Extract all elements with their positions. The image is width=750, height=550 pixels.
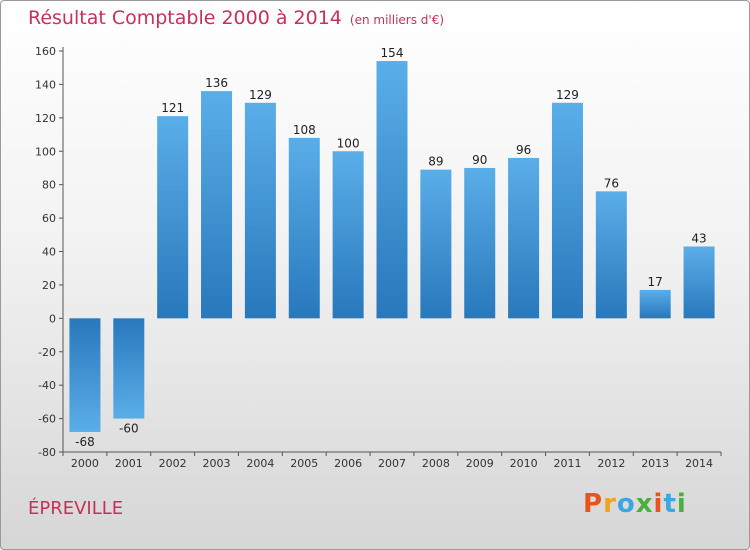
logo-letter: x (635, 489, 654, 519)
data-label-2011: 129 (556, 88, 579, 102)
logo-letter: r (603, 489, 617, 519)
bar-2008 (420, 169, 452, 319)
data-label-2008: 89 (428, 155, 443, 169)
logo-letter: t (663, 489, 677, 519)
x-tick-label: 2005 (290, 457, 318, 470)
bar-2014 (683, 246, 715, 319)
x-tick-label: 2006 (334, 457, 362, 470)
x-tick-label: 2012 (597, 457, 625, 470)
x-tick-label: 2013 (641, 457, 669, 470)
bar-2003 (201, 91, 233, 319)
bar-2010 (508, 157, 540, 319)
y-tick-label: 100 (35, 145, 56, 158)
x-tick-label: 2008 (422, 457, 450, 470)
bar-2011 (551, 102, 583, 319)
proxiti-logo: Proxiti (583, 489, 687, 519)
x-tick-label: 2011 (553, 457, 581, 470)
bar-2002 (157, 116, 189, 319)
data-label-2014: 43 (691, 231, 706, 245)
logo-letter: i (653, 489, 664, 519)
data-label-2000: -68 (75, 435, 95, 449)
data-label-2004: 129 (249, 88, 272, 102)
bar-2012 (595, 191, 627, 319)
data-label-2013: 17 (648, 275, 663, 289)
bar-2001 (113, 318, 145, 419)
data-label-2005: 108 (293, 123, 316, 137)
bar-2005 (288, 137, 320, 319)
logo-letter: o (616, 489, 636, 519)
chart-subtitle: (en milliers d'€) (349, 13, 445, 27)
x-tick-label: 2014 (685, 457, 713, 470)
y-tick-label: -20 (38, 346, 56, 359)
x-tick-label: 2003 (203, 457, 231, 470)
y-tick-label: 40 (42, 246, 56, 259)
data-label-2003: 136 (205, 76, 228, 90)
bar-2006 (332, 151, 364, 319)
y-tick-label: 160 (35, 45, 56, 58)
x-tick-label: 2002 (159, 457, 187, 470)
bar-2013 (639, 289, 671, 319)
y-tick-label: -80 (38, 446, 56, 459)
bar-2004 (244, 102, 276, 319)
x-tick-label: 2007 (378, 457, 406, 470)
y-tick-label: 120 (35, 112, 56, 125)
data-label-2002: 121 (161, 101, 184, 115)
data-label-2006: 100 (337, 136, 360, 150)
y-tick-label: 140 (35, 78, 56, 91)
logo-letter: P (583, 489, 604, 519)
y-tick-label: -60 (38, 413, 56, 426)
y-tick-label: -40 (38, 379, 56, 392)
y-tick-label: 60 (42, 212, 56, 225)
x-tick-label: 2009 (466, 457, 494, 470)
chart-title-text: Résultat Comptable 2000 à 2014 (28, 7, 342, 29)
chart-title: Résultat Comptable 2000 à 2014 (en millie… (28, 7, 444, 29)
x-tick-label: 2001 (115, 457, 143, 470)
x-tick-label: 2004 (246, 457, 274, 470)
bar-2009 (464, 167, 496, 319)
data-label-2007: 154 (381, 46, 404, 60)
bar-2007 (376, 61, 408, 319)
data-label-2001: -60 (119, 422, 139, 436)
logo-letter: i (676, 489, 687, 519)
bar-2000 (69, 318, 101, 432)
data-label-2009: 90 (472, 153, 487, 167)
commune-name: ÉPREVILLE (28, 498, 124, 519)
data-label-2012: 76 (604, 176, 619, 190)
x-tick-label: 2010 (510, 457, 538, 470)
y-tick-label: 20 (42, 279, 56, 292)
y-tick-label: 0 (49, 312, 56, 325)
y-tick-label: 80 (42, 179, 56, 192)
x-tick-label: 2000 (71, 457, 99, 470)
data-label-2010: 96 (516, 143, 531, 157)
